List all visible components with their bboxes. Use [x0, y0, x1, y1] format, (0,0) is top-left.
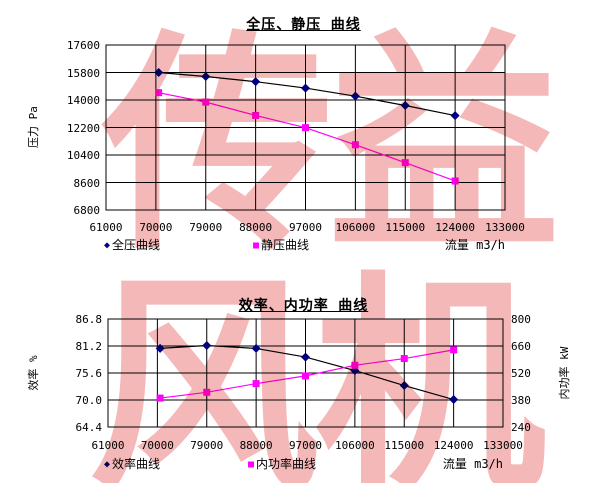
- x-tick-label: 115000: [384, 439, 425, 452]
- marker-diamond: [350, 91, 360, 101]
- legend-label: 内功率曲线: [256, 457, 317, 471]
- y-tick-label-left: 6800: [73, 204, 101, 217]
- x-tick-label: 133000: [483, 439, 523, 452]
- marker-square: [202, 98, 210, 106]
- series-line-全压曲线: [158, 71, 456, 117]
- legend-label: 效率曲线: [112, 457, 161, 471]
- legend-item-内功率曲线: ■ 内功率曲线: [248, 457, 316, 472]
- y-tick-label-right: 380: [511, 394, 531, 407]
- x-axis-title: 流量 m3/h: [444, 238, 505, 252]
- plot-border: [105, 44, 506, 211]
- marker-diamond: [449, 395, 459, 405]
- y-tick-label-left: 17600: [66, 39, 100, 52]
- y-tick-label-left: 15800: [66, 66, 100, 80]
- legend-label: 全压曲线: [112, 238, 161, 252]
- x-axis-title: 流量 m3/h: [442, 457, 503, 471]
- marker-square: [252, 380, 260, 388]
- marker-diamond: [400, 101, 410, 110]
- marker-diamond: [155, 343, 165, 353]
- marker-square: [252, 111, 260, 119]
- marker-square: [302, 124, 309, 132]
- x-tick-label: 115000: [385, 221, 426, 234]
- marker-diamond: [202, 341, 212, 351]
- marker-diamond: [399, 381, 409, 391]
- x-tick-label: 61000: [91, 439, 125, 452]
- marker-square: [450, 346, 458, 354]
- y-tick-label-right: 520: [511, 367, 531, 380]
- x-tick-label: 124000: [433, 439, 474, 452]
- marker-square: [351, 141, 359, 149]
- marker-diamond: [251, 343, 261, 353]
- chart-0: [105, 44, 506, 211]
- x-tick-label: 97000: [288, 221, 323, 234]
- efficiency-chart-title: 效率、内功率 曲线: [238, 298, 369, 314]
- legend-item-效率曲线: ◆ 效率曲线: [104, 457, 160, 472]
- x-tick-label: 88000: [239, 439, 273, 452]
- marker-square: [203, 388, 211, 396]
- marker-diamond: [251, 77, 261, 87]
- legend-item-全压曲线: ◆ 全压曲线: [104, 238, 160, 253]
- x-tick-label: 97000: [288, 439, 323, 452]
- x-tick-label: 79000: [189, 221, 223, 234]
- chart-1: [107, 318, 504, 428]
- marker-diamond: [201, 71, 211, 81]
- marker-square: [302, 372, 309, 380]
- x-tick-label: 70000: [140, 439, 174, 452]
- marker-square: [401, 159, 409, 167]
- legend-marker-diamond-icon: ◆: [104, 459, 111, 470]
- y-tick-label-left: 81.2: [75, 340, 103, 353]
- y-tick-label-right: 660: [511, 340, 531, 353]
- marker-square: [155, 89, 163, 97]
- marker-square: [400, 355, 408, 363]
- y-tick-label-left: 64.4: [75, 421, 103, 434]
- legend-marker-square-icon: ■: [253, 240, 260, 251]
- x-tick-label: 88000: [239, 221, 273, 234]
- marker-diamond: [301, 352, 310, 362]
- y-tick-label-right: 800: [511, 313, 531, 326]
- y-tick-label-left: 8600: [73, 176, 101, 190]
- y-tick-label-left: 86.8: [75, 313, 103, 326]
- x-tick-label: 79000: [190, 439, 224, 452]
- y-tick-label-left: 14000: [66, 94, 100, 107]
- legend-marker-diamond-icon: ◆: [104, 240, 111, 251]
- x-tick-label: 61000: [89, 221, 123, 234]
- marker-diamond: [154, 68, 164, 77]
- x-tick-label: 70000: [139, 221, 173, 234]
- legend-item-静压曲线: ■ 静压曲线: [253, 238, 309, 253]
- plot-border: [107, 318, 504, 428]
- y-tick-label-right: 240: [511, 421, 531, 434]
- marker-diamond: [301, 83, 310, 93]
- y-tick-label-left: 75.6: [75, 367, 103, 380]
- x-tick-label: 106000: [335, 221, 376, 234]
- y-tick-label-left: 70.0: [75, 394, 103, 407]
- legend-marker-square-icon: ■: [248, 459, 255, 470]
- series-line-静压曲线: [158, 92, 456, 182]
- x-tick-label: 124000: [435, 221, 475, 234]
- marker-diamond: [450, 111, 460, 121]
- marker-square: [351, 361, 359, 369]
- marker-square: [156, 394, 164, 402]
- marker-square: [451, 177, 459, 185]
- y-tick-label-left: 10400: [66, 149, 100, 162]
- x-tick-label: 106000: [335, 439, 375, 452]
- pressure-chart-title: 全压、静压 曲线: [246, 17, 361, 33]
- legend-label: 静压曲线: [261, 238, 310, 252]
- y-tick-label-left: 12200: [66, 121, 100, 135]
- x-tick-label: 133000: [485, 221, 525, 234]
